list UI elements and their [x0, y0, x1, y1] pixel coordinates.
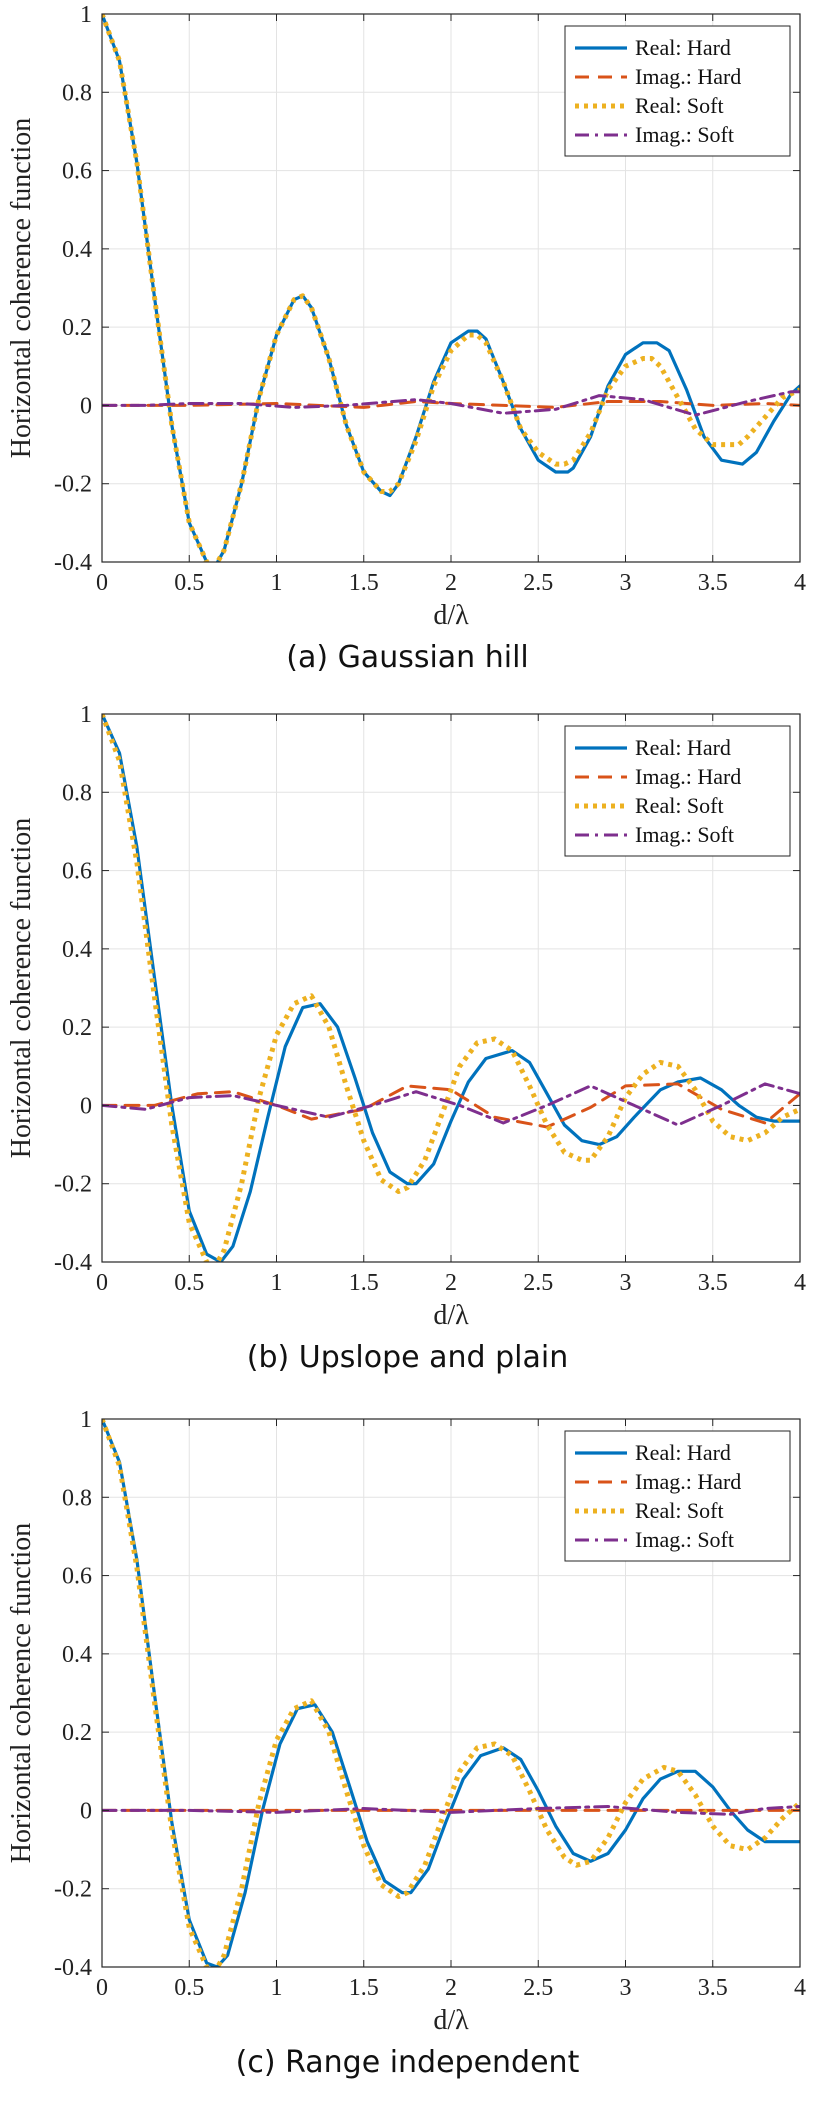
series-line-0 [102, 1419, 800, 1967]
legend-label-0: Real: Hard [635, 35, 731, 60]
legend-label-1: Imag.: Hard [635, 1469, 741, 1494]
y-tick-label: 1 [80, 702, 92, 728]
y-tick-label: -0.4 [54, 550, 92, 576]
x-tick-label: 0 [96, 1270, 108, 1296]
x-tick-label: 1.5 [349, 570, 379, 596]
y-tick-label: 0.6 [62, 159, 92, 185]
x-tick-label: 1.5 [349, 1270, 379, 1296]
x-tick-label: 1 [271, 1975, 283, 2001]
x-tick-label: 4 [794, 1270, 806, 1296]
x-tick-label: 4 [794, 1975, 806, 2001]
x-tick-label: 3.5 [698, 1270, 728, 1296]
series-line-0 [102, 714, 800, 1262]
chart-c: 0 0.5 1 1.5 2 2.5 3 3.5 4 -0.4 -0.2 0 0.2 0.4 0.6 0.8 1 d… [6, 1407, 806, 2036]
x-tick-label: 0 [96, 1975, 108, 2001]
legend-label-1: Imag.: Hard [635, 64, 741, 89]
chart-a: 0 0.5 1 1.5 2 2.5 3 3.5 4 -0.4 -0.2 0 0.2 0.4 0.6 0.8 1 d… [6, 2, 806, 631]
legend-label-0: Real: Hard [635, 1440, 731, 1465]
y-tick-label: 0 [80, 1798, 92, 1824]
x-axis-label: d/λ [433, 600, 469, 631]
caption-c: (c) Range independent [235, 2045, 580, 2080]
x-tick-label: 0.5 [174, 1270, 204, 1296]
y-tick-label: 1 [80, 1407, 92, 1433]
y-tick-label: 0.2 [62, 1720, 92, 1746]
x-tick-label: 2.5 [523, 1270, 553, 1296]
legend-label-1: Imag.: Hard [635, 764, 741, 789]
x-tick-label: 1.5 [349, 1975, 379, 2001]
y-axis-label: Horizontal coherence function [6, 818, 37, 1159]
x-tick-label: 2 [445, 1270, 457, 1296]
y-tick-label: 0 [80, 1093, 92, 1119]
legend-label-2: Real: Soft [635, 793, 724, 818]
x-tick-label: 2 [445, 1975, 457, 2001]
series-line-2 [102, 714, 800, 1262]
series-line-1 [102, 400, 800, 409]
x-tick-label: 1 [271, 570, 283, 596]
panel-b: 0 0.5 1 1.5 2 2.5 3 3.5 4 -0.4 -0.2 0 0.2 0.4 0.6 0.8 1 d… [0, 700, 815, 1340]
x-tick-label: 1 [271, 1270, 283, 1296]
y-tick-label: 0 [80, 393, 92, 419]
x-tick-label: 0 [96, 570, 108, 596]
x-tick-label: 4 [794, 570, 806, 596]
x-tick-label: 2.5 [523, 570, 553, 596]
y-tick-label: 0.4 [62, 937, 92, 963]
series-line-3 [102, 1805, 800, 1816]
y-tick-label: 0.2 [62, 1015, 92, 1041]
x-axis-label: d/λ [433, 2005, 469, 2036]
legend-label-3: Imag.: Soft [635, 822, 734, 847]
y-tick-label: -0.4 [54, 1250, 92, 1276]
y-tick-label: 0.8 [62, 1485, 92, 1511]
caption-a: (a) Gaussian hill [286, 640, 529, 675]
series-line-2 [102, 14, 800, 562]
chart-b: 0 0.5 1 1.5 2 2.5 3 3.5 4 -0.4 -0.2 0 0.2 0.4 0.6 0.8 1 d… [6, 702, 806, 1331]
x-tick-label: 3 [620, 1270, 632, 1296]
panel-a: 0 0.5 1 1.5 2 2.5 3 3.5 4 -0.4 -0.2 0 0.2 0.4 0.6 0.8 1 d… [0, 0, 815, 640]
caption-b: (b) Upslope and plain [246, 1340, 569, 1375]
legend-label-2: Real: Soft [635, 93, 724, 118]
x-axis-label: d/λ [433, 1300, 469, 1331]
x-tick-label: 3.5 [698, 570, 728, 596]
x-tick-label: 3 [620, 570, 632, 596]
y-axis-label: Horizontal coherence function [6, 118, 37, 459]
panel-c: 0 0.5 1 1.5 2 2.5 3 3.5 4 -0.4 -0.2 0 0.2 0.4 0.6 0.8 1 d… [0, 1405, 815, 2045]
x-tick-label: 3 [620, 1975, 632, 2001]
legend-label-0: Real: Hard [635, 735, 731, 760]
y-tick-label: 0.8 [62, 780, 92, 806]
series-line-0 [102, 14, 800, 562]
legend-label-3: Imag.: Soft [635, 122, 734, 147]
y-tick-label: 0.4 [62, 1642, 92, 1668]
series-line-3 [102, 1082, 800, 1127]
legend-label-2: Real: Soft [635, 1498, 724, 1523]
y-tick-label: -0.2 [54, 1877, 92, 1903]
y-axis-label: Horizontal coherence function [6, 1523, 37, 1864]
legend-label-3: Imag.: Soft [635, 1527, 734, 1552]
series-line-3 [102, 390, 800, 417]
y-tick-label: -0.4 [54, 1955, 92, 1981]
y-tick-label: 0.8 [62, 80, 92, 106]
y-tick-label: -0.2 [54, 472, 92, 498]
series-line-1 [102, 1082, 800, 1129]
x-tick-label: 0.5 [174, 570, 204, 596]
y-tick-label: 1 [80, 2, 92, 28]
y-tick-label: 0.6 [62, 1564, 92, 1590]
y-tick-label: 0.2 [62, 315, 92, 341]
x-tick-label: 3.5 [698, 1975, 728, 2001]
x-tick-label: 2 [445, 570, 457, 596]
y-tick-label: -0.2 [54, 1172, 92, 1198]
x-tick-label: 2.5 [523, 1975, 553, 2001]
y-tick-label: 0.4 [62, 237, 92, 263]
x-tick-label: 0.5 [174, 1975, 204, 2001]
y-tick-label: 0.6 [62, 859, 92, 885]
